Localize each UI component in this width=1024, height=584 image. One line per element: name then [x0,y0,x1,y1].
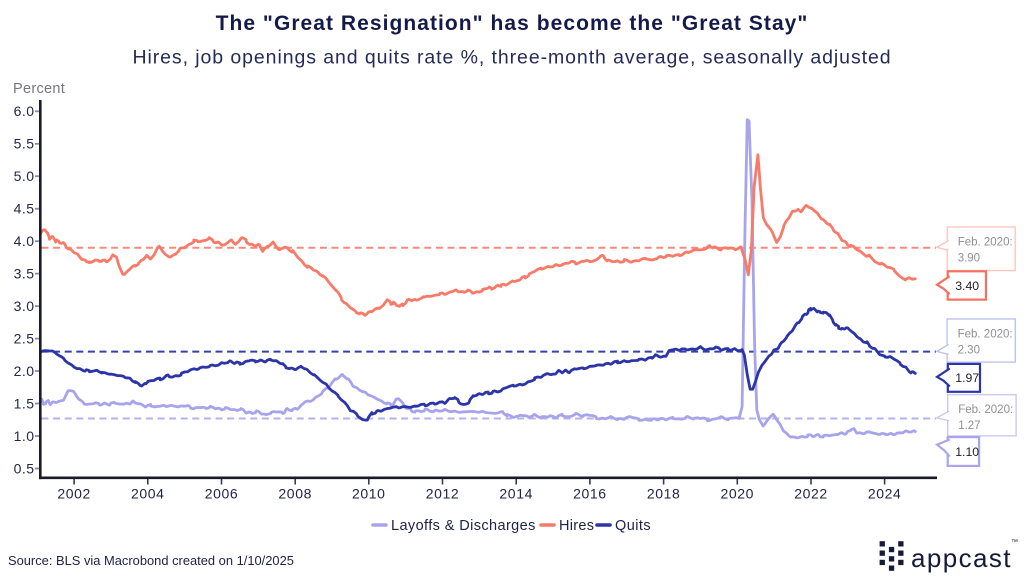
svg-text:3.40: 3.40 [955,279,979,293]
svg-text:3.5: 3.5 [14,265,35,281]
svg-text:1.10: 1.10 [955,445,979,459]
svg-text:Feb. 2020:: Feb. 2020: [958,404,1013,416]
svg-text:Layoffs & Discharges: Layoffs & Discharges [391,518,536,534]
svg-text:2024: 2024 [868,486,902,502]
svg-text:0.5: 0.5 [14,460,35,476]
svg-text:Quits: Quits [615,518,651,534]
svg-text:Feb. 2020:: Feb. 2020: [958,329,1013,341]
svg-text:Feb. 2020:: Feb. 2020: [958,237,1013,249]
svg-text:5.5: 5.5 [14,136,35,152]
svg-text:2008: 2008 [278,486,312,502]
svg-text:2022: 2022 [794,486,828,502]
svg-text:2020: 2020 [721,486,755,502]
svg-text:2014: 2014 [499,486,533,502]
svg-text:2.30: 2.30 [958,345,980,357]
svg-text:™: ™ [1011,539,1018,546]
svg-text:3.90: 3.90 [958,253,980,265]
svg-text:1.97: 1.97 [955,371,979,385]
svg-text:The "Great Resignation" has be: The "Great Resignation" has become the "… [216,12,809,35]
svg-text:4.5: 4.5 [14,201,35,217]
svg-text:5.0: 5.0 [14,168,35,184]
svg-text:2002: 2002 [57,486,91,502]
svg-text:2.5: 2.5 [14,330,35,346]
svg-text:Hires: Hires [559,518,594,534]
svg-text:3.0: 3.0 [14,298,35,314]
svg-text:1.0: 1.0 [14,428,35,444]
svg-text:2016: 2016 [573,486,607,502]
svg-text:Percent: Percent [13,81,65,97]
svg-text:appcast: appcast [911,543,1012,573]
svg-text:1.27: 1.27 [958,420,980,432]
svg-text:Hires, job openings and quits: Hires, job openings and quits rate %, th… [132,47,891,69]
svg-text:4.0: 4.0 [14,233,35,249]
svg-text:2.0: 2.0 [14,363,35,379]
svg-text:6.0: 6.0 [14,103,35,119]
svg-text:2004: 2004 [131,486,165,502]
svg-text:2018: 2018 [647,486,681,502]
svg-text:2012: 2012 [426,486,460,502]
svg-text:Source: BLS via Macrobond crea: Source: BLS via Macrobond created on 1/1… [8,553,294,568]
svg-text:1.5: 1.5 [14,395,35,411]
svg-text:2006: 2006 [205,486,239,502]
svg-text:2010: 2010 [352,486,386,502]
